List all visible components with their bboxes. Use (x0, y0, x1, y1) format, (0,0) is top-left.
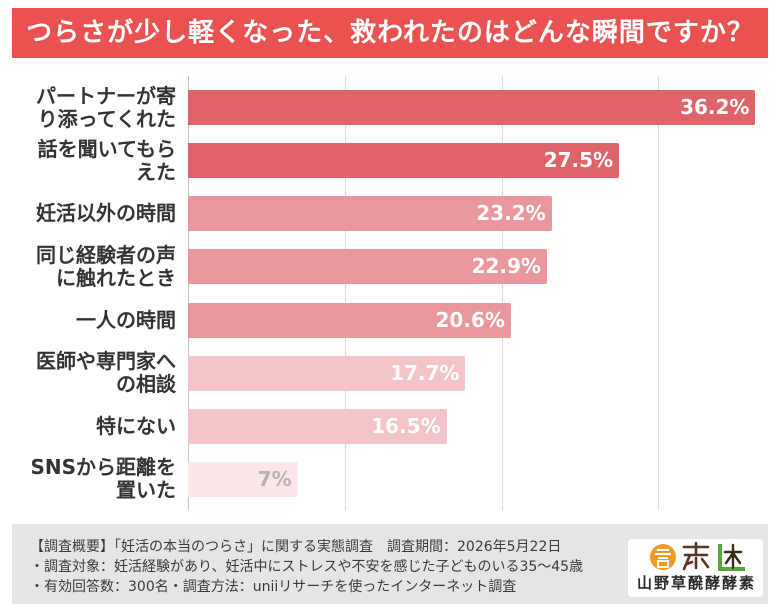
bar: 17.7% (188, 355, 466, 391)
category-label-cell: 一人の時間 (16, 294, 176, 347)
category-label-cell: 医師や専門家への相談 (16, 347, 176, 400)
y-axis-line (188, 76, 189, 510)
survey-note-target: ・調査対象：妊活経験があり、妊活中にストレスや不安を感じた子どものいる35〜45… (30, 559, 584, 575)
data-label: 7% (257, 466, 292, 491)
survey-note-overview: 【調査概要】「妊活の本当のつらさ」に関する実態調査 調査期間：2026年5月22… (30, 539, 562, 555)
category-label-cell: 妊活以外の時間 (16, 187, 176, 240)
category-label-cell: 特にない (16, 400, 176, 453)
data-label: 16.5% (371, 413, 441, 438)
brown-glyph-icon (682, 541, 710, 571)
category-label: SNSから距離を置いた (30, 455, 176, 503)
category-label: 話を聞いてもらえた (37, 136, 176, 184)
brand-name: 山野草醗酵酵素 (636, 574, 756, 592)
category-label: 医師や専門家への相談 (36, 349, 176, 397)
bar: 27.5% (188, 143, 620, 179)
data-label: 23.2% (476, 201, 546, 226)
orange-circle-glyph-icon (650, 544, 676, 570)
bar: 23.2% (188, 196, 552, 232)
category-label-cell: 話を聞いてもらえた (16, 134, 176, 187)
data-label: 27.5% (543, 148, 614, 173)
category-label: 同じ経験者の声に触れたとき (36, 242, 176, 290)
x-gridline (502, 76, 503, 510)
bar: 22.9% (188, 249, 547, 285)
horizontal-bar-chart: パートナーが寄り添ってくれた 36.2% 話を聞いてもらえた 27.5% 妊活以外の時間… (16, 76, 756, 510)
x-gridline (345, 76, 346, 510)
data-label: 36.2% (680, 95, 750, 120)
bar: 16.5% (188, 408, 447, 444)
data-label: 20.6% (435, 307, 505, 332)
chart-title: つらさが少し軽くなった、救われたのはどんな瞬間ですか？ (26, 18, 754, 48)
category-label: 一人の時間 (76, 307, 176, 332)
data-label: 22.9% (471, 254, 541, 279)
bar: 36.2% (188, 90, 756, 126)
green-tree-glyph-icon (718, 543, 745, 571)
category-label-cell: SNSから距離を置いた (16, 453, 176, 506)
category-label: パートナーが寄り添ってくれた (36, 83, 176, 131)
bar: 20.6% (188, 302, 511, 338)
brand-logo: 山野草醗酵酵素 (628, 539, 763, 597)
logo-mark (650, 541, 745, 571)
category-label: 妊活以外の時間 (36, 201, 176, 226)
category-label: 特にない (96, 413, 176, 438)
title-bar: つらさが少し軽くなった、救われたのはどんな瞬間ですか？ (12, 8, 768, 58)
survey-notes-box: 【調査概要】「妊活の本当のつらさ」に関する実態調査 調査期間：2026年5月22… (12, 524, 768, 604)
bar: 7% (188, 461, 298, 497)
category-label-cell: パートナーが寄り添ってくれた (16, 81, 176, 134)
survey-note-method: ・有効回答数：300名・調査方法：uniiリサーチを使ったインターネット調査 (30, 579, 517, 595)
x-gridline (658, 76, 659, 510)
category-label-cell: 同じ経験者の声に触れたとき (16, 240, 176, 293)
data-label: 17.7% (390, 360, 460, 385)
